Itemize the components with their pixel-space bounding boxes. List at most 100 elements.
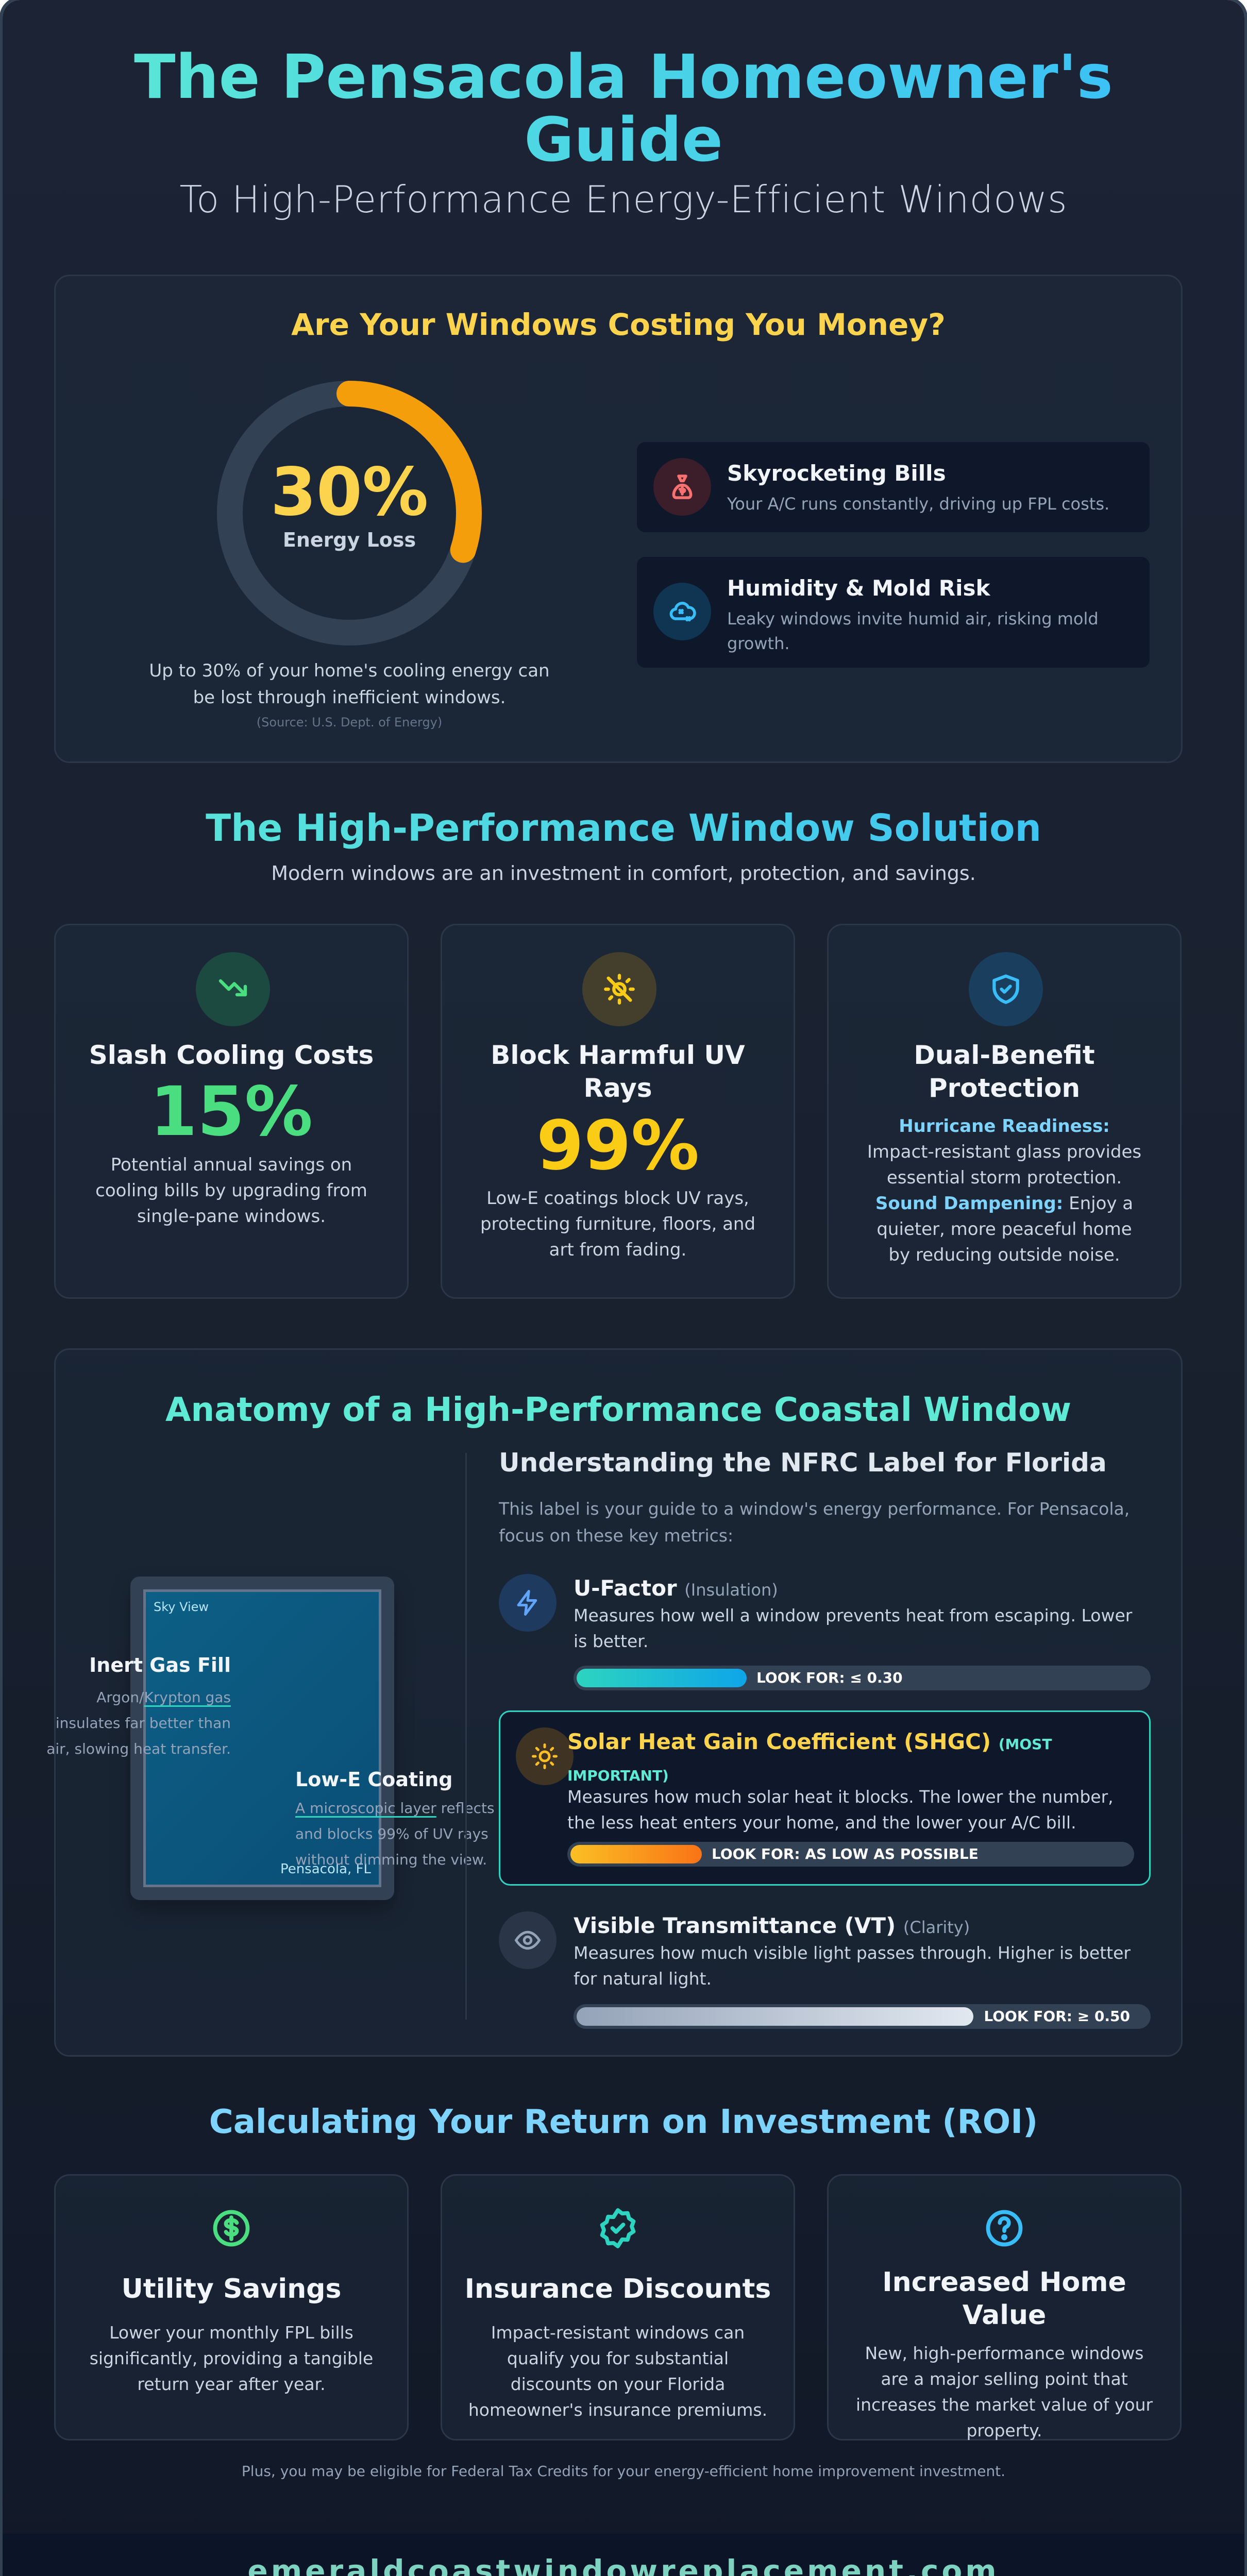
tax-credit-footnote: Plus, you may be eligible for Federal Ta… — [241, 2463, 1006, 2480]
vt-bar: LOOK FOR: ≥ 0.50 — [574, 2004, 1151, 2029]
problem-heading: Are Your Windows Costing You Money? — [291, 307, 946, 342]
title-line-2: Guide — [524, 104, 723, 175]
metric-title: U-Factor (Insulation) — [574, 1574, 1135, 1604]
cloud-mold-icon — [653, 583, 711, 640]
window-diagram: Sky View Pensacola, FL — [130, 1577, 394, 1900]
solution-card-title: Block Harmful UV Rays — [491, 1040, 745, 1103]
metric-name: Visible Transmittance (VT) — [574, 1913, 896, 1938]
shield-check-icon — [969, 952, 1043, 1026]
roi-card-insurance: Insurance Discounts Impact-resistant win… — [441, 2174, 795, 2441]
anatomy-section: Anatomy of a High-Performance Coastal Wi… — [46, 1348, 1183, 2057]
problem-section: Are Your Windows Costing You Money? 30% … — [54, 275, 1183, 763]
u-factor-bar: LOOK FOR: ≤ 0.30 — [574, 1666, 1151, 1690]
roi-card-text: New, high-performance windows are a majo… — [855, 2343, 1153, 2441]
metric-qualifier: (Clarity) — [903, 1918, 970, 1937]
solution-card-cooling: Slash Cooling Costs 15% Potential annual… — [54, 924, 409, 1299]
metric-name: U-Factor — [574, 1575, 677, 1601]
sun-off-icon — [582, 952, 656, 1026]
sky-view-label: Sky View — [154, 1600, 209, 1614]
page-title: The Pensacola Homeowner's Guide — [3, 45, 1244, 171]
metric-text: Measures how well a window prevents heat… — [574, 1605, 1133, 1651]
solution-card-protection: Dual-Benefit Protection Hurricane Readin… — [827, 924, 1182, 1299]
title-line-1: The Pensacola Homeowner's — [134, 41, 1113, 112]
protection-point-hurricane: Hurricane Readiness: Impact-resistant gl… — [865, 1113, 1144, 1191]
trending-down-icon — [196, 952, 270, 1026]
energy-loss-source: (Source: U.S. Dept. of Energy) — [256, 715, 443, 730]
infographic-page: The Pensacola Homeowner's Guide To High-… — [3, 0, 1244, 2576]
metric-vt: Visible Transmittance (VT) (Clarity) Mea… — [499, 1911, 1151, 2035]
metric-qualifier: (MOST IMPORTANT) — [567, 1736, 1052, 1784]
callout-gas-title: Inert Gas Fill — [89, 1654, 231, 1676]
energy-loss-donut-chart — [217, 381, 482, 646]
bar-fill — [577, 2007, 973, 2026]
solution-card-uv: Block Harmful UV Rays 99% Low-E coatings… — [441, 924, 795, 1299]
roi-card-title: Utility Savings — [121, 2274, 342, 2304]
metric-name: Solar Heat Gain Coefficient (SHGC) — [567, 1729, 991, 1754]
metric-qualifier: (Insulation) — [684, 1580, 778, 1600]
problem-card-title: Skyrocketing Bills — [727, 461, 946, 486]
metric-text: Measures how much solar heat it blocks. … — [567, 1787, 1114, 1833]
callout-gas-text: Argon/Krypton gas insulates far better t… — [45, 1685, 231, 1762]
metric-title: Visible Transmittance (VT) (Clarity) — [574, 1911, 1135, 1942]
bar-label: LOOK FOR: AS LOW AS POSSIBLE — [712, 1845, 979, 1862]
solution-heading: The High-Performance Window Solution — [3, 806, 1244, 850]
callout-lowe-text: A microscopic layer reflects heat and bl… — [295, 1795, 532, 1873]
metric-title: Solar Heat Gain Coefficient (SHGC) (MOST… — [567, 1727, 1119, 1790]
money-bag-icon — [653, 458, 711, 516]
metric-shgc: Solar Heat Gain Coefficient (SHGC) (MOST… — [499, 1710, 1151, 1886]
page-subtitle: To High-Performance Energy-Efficient Win… — [179, 178, 1068, 221]
roi-card-home-value: Increased Home Value New, high-performan… — [827, 2174, 1182, 2441]
metric-u-factor: U-Factor (Insulation) Measures how well … — [499, 1574, 1151, 1698]
solution-card-text: Potential annual savings on cooling bill… — [95, 1155, 367, 1227]
section-divider — [465, 1453, 467, 2020]
roi-card-text: Lower your monthly FPL bills significant… — [89, 2323, 374, 2394]
website-link[interactable]: emeraldcoastwindowreplacement.com — [247, 2553, 1000, 2576]
solution-card-value: 15% — [150, 1072, 313, 1151]
solution-card-value: 99% — [536, 1106, 699, 1185]
metric-text: Measures how much visible light passes t… — [574, 1943, 1131, 1989]
metric-shgc-content: Solar Heat Gain Coefficient (SHGC) (MOST… — [516, 1727, 1134, 1872]
callout-text-rest: reflects heat and blocks 99% of UV rays … — [295, 1800, 532, 1868]
problem-card-text: Leaky windows invite humid air, risking … — [727, 609, 1099, 653]
badge-check-icon — [442, 2207, 794, 2253]
donut-value: 30% — [270, 454, 429, 531]
solution-subheading: Modern windows are an investment in comf… — [271, 862, 976, 885]
anatomy-heading: Anatomy of a High-Performance Coastal Wi… — [165, 1391, 1072, 1429]
question-circle-icon — [829, 2207, 1180, 2253]
problem-card-bills: Skyrocketing Bills Your A/C runs constan… — [637, 442, 1150, 532]
shgc-bar: LOOK FOR: AS LOW AS POSSIBLE — [567, 1842, 1134, 1867]
roi-heading: Calculating Your Return on Investment (R… — [209, 2103, 1038, 2141]
roi-card-title: Increased Home Value — [882, 2267, 1126, 2331]
callout-text-plain: Argon/ — [96, 1689, 144, 1706]
solution-card-title: Slash Cooling Costs — [89, 1040, 374, 1070]
eye-icon — [499, 1911, 557, 1969]
point-text: Enjoy a quieter, more peaceful home by r… — [877, 1193, 1134, 1265]
location-label: Pensacola, FL — [280, 1861, 371, 1877]
dollar-circle-icon — [56, 2207, 407, 2253]
bar-fill — [570, 1845, 702, 1863]
solution-card-title: Dual-Benefit Protection — [914, 1040, 1095, 1103]
problem-card-humidity: Humidity & Mold Risk Leaky windows invit… — [637, 557, 1150, 668]
nfrc-intro: This label is your guide to a window's e… — [499, 1499, 1130, 1546]
roi-card-text: Impact-resistant windows can qualify you… — [468, 2323, 768, 2420]
callout-text-underlined: Krypton gas — [144, 1689, 231, 1706]
energy-loss-description: Up to 30% of your home's cooling energy … — [149, 660, 550, 708]
point-text: Impact-resistant glass provides essentia… — [867, 1142, 1142, 1188]
bar-label: LOOK FOR: ≤ 0.30 — [756, 1669, 903, 1686]
point-label: Sound Dampening: — [875, 1193, 1064, 1214]
roi-card-utility: Utility Savings Lower your monthly FPL b… — [54, 2174, 409, 2441]
callout-text-rest: insulates far better than air, slowing h… — [46, 1715, 231, 1757]
callout-text-underlined: A microscopic layer — [295, 1800, 436, 1817]
callout-lowe-title: Low-E Coating — [295, 1768, 453, 1791]
lightning-bolt-icon — [499, 1574, 557, 1632]
roi-card-title: Insurance Discounts — [464, 2274, 771, 2304]
bar-fill — [577, 1669, 747, 1687]
point-label: Hurricane Readiness: — [899, 1116, 1110, 1137]
problem-card-text: Your A/C runs constantly, driving up FPL… — [727, 494, 1110, 514]
window-glass: Sky View Pensacola, FL — [143, 1589, 381, 1887]
protection-point-sound: Sound Dampening: Enjoy a quieter, more p… — [865, 1191, 1144, 1268]
nfrc-title: Understanding the NFRC Label for Florida — [499, 1448, 1107, 1478]
bar-label: LOOK FOR: ≥ 0.50 — [984, 2008, 1130, 2025]
solution-card-text: Low-E coatings block UV rays, protecting… — [480, 1188, 756, 1260]
protection-points: Hurricane Readiness: Impact-resistant gl… — [865, 1113, 1144, 1268]
